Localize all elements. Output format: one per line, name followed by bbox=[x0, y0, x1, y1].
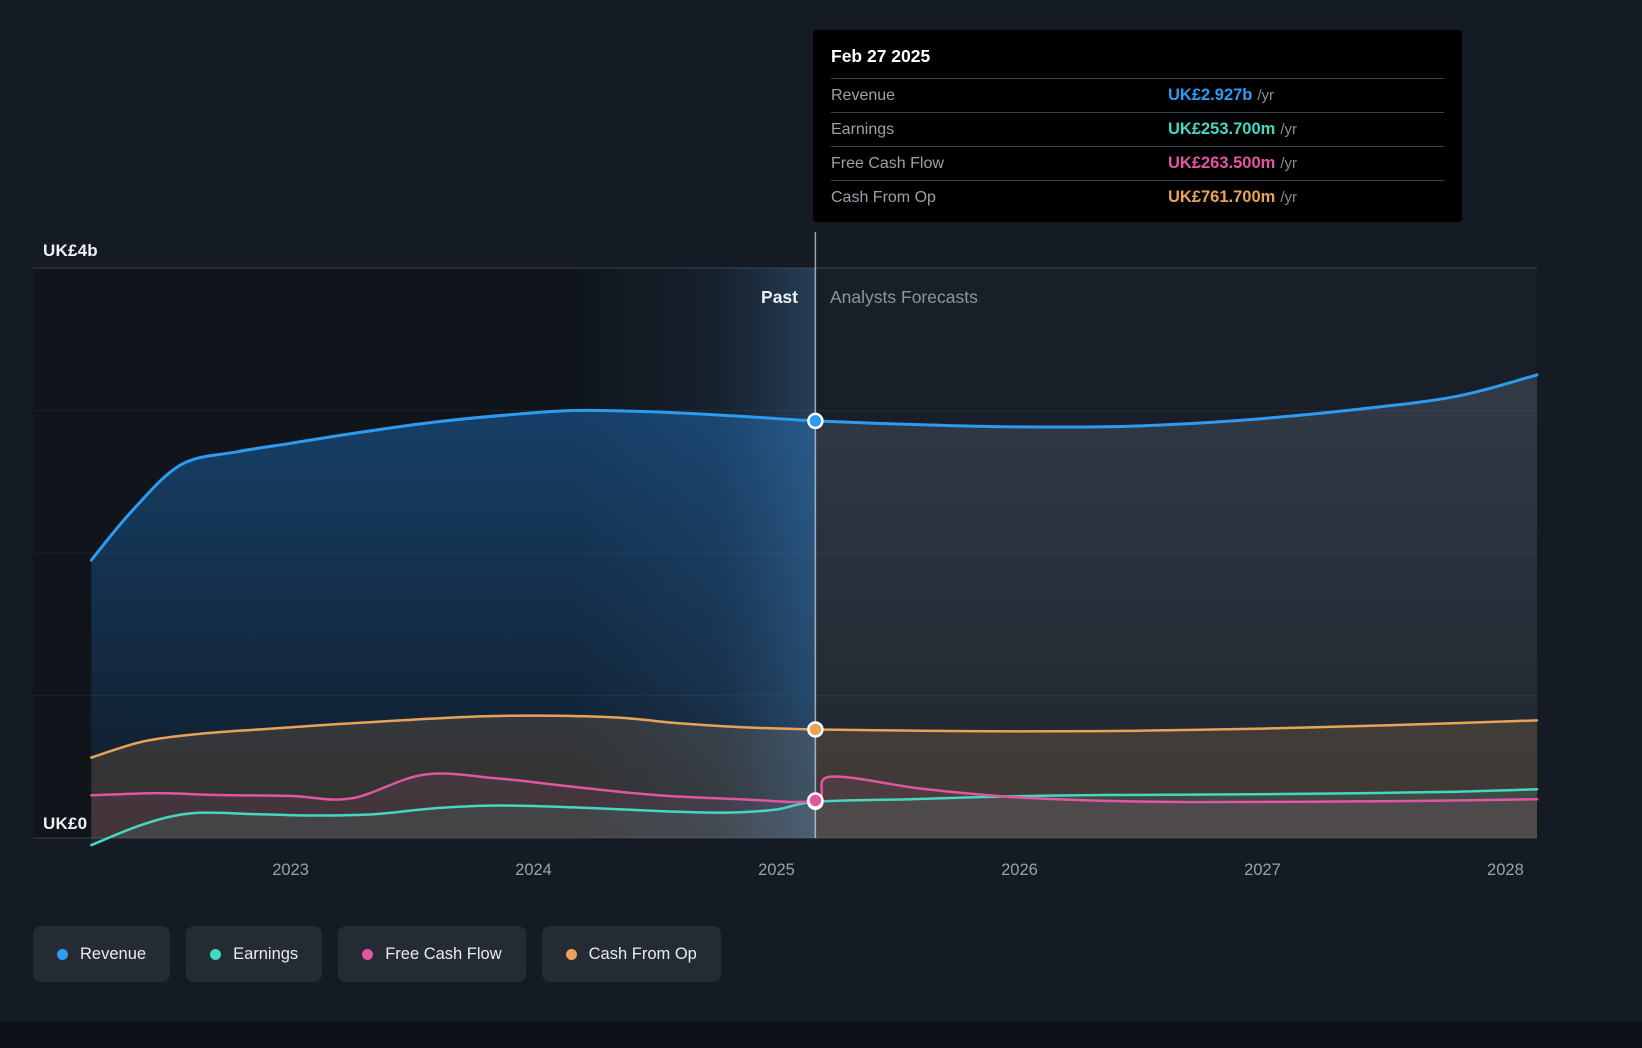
earnings-dot-icon bbox=[210, 948, 222, 960]
tooltip-date: Feb 27 2025 bbox=[831, 46, 931, 66]
legend-label: Free Cash Flow bbox=[385, 944, 502, 963]
revenue-line bbox=[89, 373, 1539, 562]
bottom-bar bbox=[0, 1021, 1642, 1048]
tooltip-value: UK£253.700m/yr bbox=[1168, 120, 1297, 138]
x-tick-label: 2023 bbox=[272, 861, 309, 879]
tooltip-row-earnings: Earnings UK£253.700m/yr bbox=[831, 112, 1444, 146]
revenue-area-forecast bbox=[815, 374, 1537, 838]
tooltip-value: UK£761.700m/yr bbox=[1168, 188, 1297, 206]
tooltip-label: Cash From Op bbox=[831, 188, 936, 206]
legend-label: Revenue bbox=[80, 944, 147, 963]
tooltip-label: Earnings bbox=[831, 120, 895, 138]
revenue-dot-icon bbox=[57, 948, 68, 960]
analysts-forecasts-label: Analysts Forecasts bbox=[830, 287, 978, 307]
earnings-line bbox=[90, 788, 1539, 847]
free-cash-flow-marker[interactable] bbox=[807, 792, 824, 809]
free-cash-flow-line bbox=[90, 772, 1539, 804]
last-year-highlight-band bbox=[574, 268, 816, 838]
past-label: Past bbox=[761, 287, 798, 307]
legend-earnings[interactable]: Earnings bbox=[186, 926, 323, 982]
legend-label: Cash From Op bbox=[588, 944, 697, 963]
legend: Revenue Earnings Free Cash Flow Cash Fro… bbox=[33, 926, 721, 982]
x-tick-label: 2024 bbox=[515, 861, 552, 879]
legend-cash-from-op[interactable]: Cash From Op bbox=[541, 926, 721, 982]
tooltip-label: Free Cash Flow bbox=[831, 154, 944, 172]
tooltip-row-free-cash-flow: Free Cash Flow UK£263.500m/yr bbox=[831, 146, 1444, 180]
cash-from-op-marker[interactable] bbox=[807, 721, 824, 738]
x-tick-label: 2027 bbox=[1244, 861, 1281, 879]
tooltip-value: UK£263.500m/yr bbox=[1168, 154, 1297, 172]
tooltip-value: UK£2.927b/yr bbox=[1168, 86, 1275, 104]
x-tick-label: 2028 bbox=[1487, 861, 1524, 879]
y-axis-label-max: UK£4b bbox=[43, 241, 98, 260]
legend-label: Earnings bbox=[233, 944, 299, 963]
revenue-marker[interactable] bbox=[807, 412, 824, 430]
free-cash-flow-dot-icon bbox=[362, 948, 374, 960]
x-tick-label: 2026 bbox=[1001, 861, 1038, 879]
tooltip-row-cash-from-op: Cash From Op UK£761.700m/yr bbox=[831, 180, 1444, 214]
tooltip-label: Revenue bbox=[831, 86, 896, 104]
legend-revenue[interactable]: Revenue bbox=[33, 926, 171, 982]
tooltip: Feb 27 2025 Revenue UK£2.927b/yr Earning… bbox=[813, 30, 1462, 222]
tooltip-row-revenue: Revenue UK£2.927b/yr bbox=[831, 78, 1444, 112]
legend-free-cash-flow[interactable]: Free Cash Flow bbox=[338, 926, 526, 982]
cash-from-op-line bbox=[90, 714, 1539, 759]
cash-from-op-dot-icon bbox=[565, 948, 577, 960]
y-axis-label-zero: UK£0 bbox=[43, 814, 88, 833]
x-tick-label: 2025 bbox=[758, 861, 795, 879]
